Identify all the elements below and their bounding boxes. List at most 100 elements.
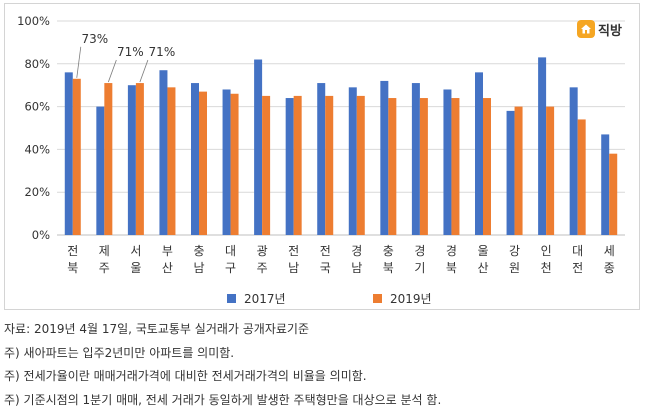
logo-text: 직방	[598, 23, 622, 39]
legend-label-2017: 2017년	[244, 292, 286, 306]
annotation-leader	[107, 59, 117, 83]
bar-2017	[538, 57, 547, 235]
x-tick-label: 경	[351, 244, 362, 258]
bar-2017	[191, 83, 199, 235]
bar-2017	[159, 70, 168, 235]
y-tick-label: 0%	[32, 228, 50, 242]
bar-2019	[514, 106, 523, 235]
bar-2019	[546, 106, 555, 235]
x-tick-label: 북	[383, 261, 394, 275]
x-tick-label: 주	[99, 261, 110, 275]
bar-2017	[348, 87, 357, 235]
bar-2019	[356, 95, 365, 236]
bar-2017	[443, 89, 452, 235]
data-label: 71%	[149, 45, 176, 59]
x-tick-label: 남	[351, 261, 362, 275]
bar-2019	[609, 153, 618, 235]
y-tick-label: 20%	[24, 185, 50, 199]
house-icon	[577, 20, 595, 38]
bar-chart: 0%20%40%60%80%100%전북제주서울부산충남대구광주전남전국경남충북…	[17, 14, 625, 275]
x-tick-label: 전	[320, 244, 331, 258]
chart-legend: 2017년 2019년	[5, 290, 641, 306]
x-tick-label: 제	[99, 244, 110, 258]
x-tick-label: 충	[193, 244, 204, 258]
footnote-jeonse-ratio: 주) 전세가율이란 매매거래가격에 대비한 전세거래가격의 비율을 의미함.	[4, 369, 367, 383]
y-tick-label: 100%	[17, 14, 50, 28]
bar-2017	[64, 72, 73, 235]
bar-2019	[419, 98, 428, 235]
bar-2019	[451, 98, 460, 235]
x-tick-label: 주	[257, 261, 268, 275]
x-tick-label: 서	[130, 244, 141, 258]
x-tick-label: 광	[257, 244, 268, 258]
bar-2017	[411, 83, 420, 235]
bar-2019	[293, 95, 302, 236]
x-tick-label: 산	[477, 261, 488, 275]
annotation-leader	[139, 59, 149, 83]
bar-2019	[483, 98, 491, 235]
bar-2019	[72, 78, 81, 235]
bar-2017	[96, 106, 105, 235]
bar-2019	[199, 91, 207, 236]
x-tick-label: 울	[130, 261, 141, 275]
bar-2017	[380, 80, 389, 235]
x-tick-label: 남	[288, 261, 299, 275]
bar-2019	[230, 93, 239, 235]
bar-2017	[127, 85, 136, 235]
legend-label-2019: 2019년	[390, 292, 432, 306]
x-tick-label: 경	[414, 244, 425, 258]
x-tick-label: 종	[604, 261, 615, 275]
annotation-leader	[76, 46, 82, 78]
zigbang-logo: 직방	[577, 18, 622, 40]
x-tick-label: 기	[414, 261, 425, 275]
x-tick-label: 대	[225, 244, 236, 258]
bar-2019	[167, 87, 176, 235]
data-label: 73%	[81, 32, 108, 46]
x-tick-label: 전	[572, 261, 583, 275]
bar-2017	[254, 59, 263, 235]
chart-frame: 0% 20% 40% 60% 80% 100% 전 북 제 주 서 울 부 산 충 남 대 구 광 주 전 남 전 국 경 남 충 북…	[4, 3, 640, 310]
bar-2019	[388, 98, 397, 235]
x-tick-label: 부	[162, 244, 173, 258]
bar-2017	[317, 83, 326, 235]
x-tick-label: 남	[193, 261, 204, 275]
x-tick-label: 강	[509, 244, 520, 258]
legend-swatch-2019	[373, 294, 382, 303]
bar-2017	[601, 134, 610, 235]
x-tick-label: 울	[477, 244, 488, 258]
bar-2017	[222, 89, 231, 235]
x-tick-label: 충	[383, 244, 394, 258]
data-label: 71%	[117, 45, 144, 59]
x-tick-label: 인	[541, 244, 552, 258]
x-tick-label: 경	[446, 244, 457, 258]
x-tick-label: 국	[320, 261, 331, 275]
source-note: 자료: 2019년 4월 17일, 국토교통부 실거래가 공개자료기준	[4, 322, 309, 336]
x-tick-label: 산	[162, 261, 173, 275]
bar-2017	[506, 110, 515, 235]
y-tick-label: 60%	[24, 100, 50, 114]
legend-item-2019: 2019년	[373, 290, 432, 307]
x-tick-label: 전	[67, 244, 78, 258]
bar-2017	[285, 98, 294, 235]
legend-swatch-2017	[227, 294, 236, 303]
bar-2019	[135, 83, 144, 235]
x-tick-label: 천	[541, 260, 552, 275]
footnotes: 자료: 2019년 4월 17일, 국토교통부 실거래가 공개자료기준 주) 새…	[4, 318, 640, 412]
footnote-basis: 주) 기준시점의 1분기 매매, 전세 거래가 동일하게 발생한 주택형만을 대…	[4, 392, 442, 407]
bar-2017	[475, 72, 483, 235]
bar-2017	[569, 87, 578, 235]
x-tick-label: 구	[225, 261, 236, 275]
y-tick-label: 80%	[24, 57, 50, 71]
x-tick-label: 대	[572, 244, 583, 258]
bar-2019	[104, 83, 113, 235]
y-tick-label: 40%	[24, 142, 50, 156]
legend-item-2017: 2017년	[227, 290, 286, 307]
x-tick-label: 전	[288, 244, 299, 258]
x-tick-label: 세	[604, 244, 615, 258]
footnote-new-apartment: 주) 새아파트는 입주2년미만 아파트를 의미함.	[4, 345, 235, 360]
x-tick-label: 북	[67, 261, 78, 275]
bar-2019	[262, 95, 271, 236]
bar-2019	[325, 95, 334, 236]
x-tick-label: 북	[446, 261, 457, 275]
x-tick-label: 원	[509, 261, 520, 275]
